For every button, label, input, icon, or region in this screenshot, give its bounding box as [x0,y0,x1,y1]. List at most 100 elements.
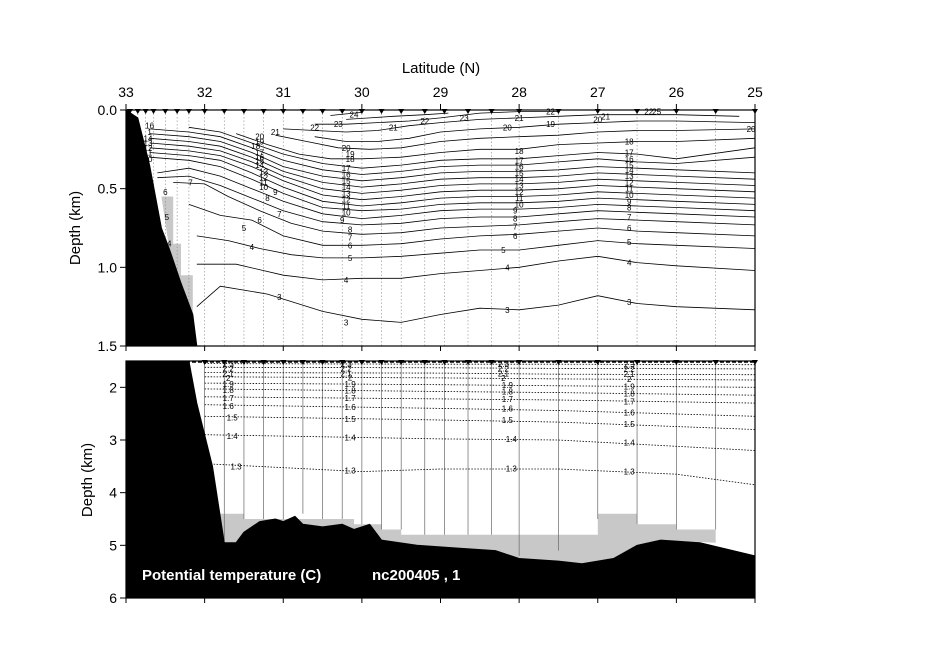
lower-contour-label: 2.3 [223,360,235,369]
lower-contour-label: 1.9 [502,381,514,390]
upper-contour-label: 13 [144,139,153,148]
lower-contour-label: 1.5 [624,420,636,429]
upper-contour-label: 9 [340,216,345,225]
lower-contour-label: 1.6 [624,409,636,418]
upper-contour-label: 5 [348,254,353,263]
upper-contour-label: 10 [144,155,153,164]
upper-contour-label: 13 [515,182,524,191]
upper-contour-label: 9 [627,197,632,206]
upper-contour-label: 20 [747,125,756,134]
upper-contour-line [149,147,756,201]
upper-contour-label: 4 [627,259,632,268]
lower-contour-label: 1.7 [345,394,357,403]
upper-contour-line [188,126,756,169]
upper-contour-label: 7 [277,210,282,219]
upper-contour-line [235,133,756,160]
lower-y-tick-label: 6 [109,590,117,606]
caption-cruise: nc200405 , 1 [372,567,460,584]
upper-contour-line [314,111,559,125]
lower-y-tick-label: 2 [109,379,117,395]
upper-contour-label: 8 [146,175,151,184]
upper-contour-label: 22 [546,108,555,117]
lower-contour-label: 1.4 [227,432,239,441]
upper-contour-label: 4 [505,263,510,272]
upper-contour-label: 8 [265,194,270,203]
upper-contour-label: 5 [242,224,247,233]
lower-contour-label: 1.9 [223,380,235,389]
upper-contour-label: 21 [389,123,398,132]
upper-contour-label: 9 [273,188,278,197]
lower-contour-label: 1.4 [506,435,518,444]
upper-contour-label: 8 [513,215,518,224]
upper-contour-line [196,285,756,323]
lower-contour-line [204,366,756,370]
lower-contour-label: 2.3 [498,360,510,369]
upper-contour-label: 18 [251,142,260,151]
upper-contour-label: 3 [505,306,510,315]
upper-contour-label: 20 [593,115,602,124]
lower-contour-label: 1.8 [624,390,636,399]
upper-contour-line [314,120,756,142]
upper-contour-label: 12 [259,174,268,183]
upper-contour-label: 6 [627,224,632,233]
lower-contour-label: 2.3 [624,361,636,370]
lower-contour-label: 1.8 [345,386,357,395]
x-tick-label: 26 [669,84,685,100]
upper-contour-label: 3 [277,293,282,302]
lower-contour-label: 2 [348,373,353,382]
lower-y-tick-label: 3 [109,432,117,448]
lower-contour-label: 1.5 [227,413,239,422]
lower-contour-label: 1.7 [502,395,514,404]
lower-contour-label: 2 [501,374,506,383]
upper-contour-label: 18 [346,155,355,164]
x-tick-label: 25 [747,84,763,100]
lower-contour-label: 1.9 [345,380,357,389]
upper-contour-label: 12 [144,144,153,153]
upper-contour-line [157,167,756,220]
upper-contour-line [149,133,756,182]
upper-contour-label: 10 [625,191,634,200]
upper-contour-label: 7 [627,213,632,222]
upper-contour-label: 3 [344,318,349,327]
lower-contour-label: 1.3 [506,464,518,473]
upper-contour-line [346,112,449,120]
upper-contour-label: 20 [255,133,264,142]
upper-contour-label: 5 [501,246,506,255]
upper-contour-label: 14 [144,134,153,143]
upper-contour-label: 22 [420,117,429,126]
upper-contour-label: 10 [259,183,268,192]
upper-contour-label: 21 [601,112,610,121]
upper-contour-label: 16 [145,122,154,131]
upper-contour-label: 13 [342,189,351,198]
upper-contour-label: 21 [271,128,280,137]
upper-contour-label: 11 [144,148,153,157]
upper-contour-label: 16 [515,163,524,172]
x-tick-label: 33 [118,84,134,100]
lower-contour-line [204,372,756,376]
lower-bottom-topography [125,360,756,599]
upper-contour-label: 3 [627,298,632,307]
lower-contour-line [204,463,756,486]
upper-contour-line [149,142,756,194]
lower-contour-label: 2 [226,374,231,383]
lower-contour-label: 2.1 [223,370,235,379]
upper-contour-label: 6 [513,232,518,241]
upper-contour-label: 15 [255,156,264,165]
lower-contour-label: 1.6 [223,402,235,411]
upper-contour-line [196,235,756,259]
upper-contour-label: 25 [652,108,661,117]
upper-contour-label: 6 [348,241,353,250]
upper-contour-label: 7 [348,233,353,242]
lower-contour-line [204,388,756,396]
lower-contour-label: 2.1 [624,370,636,379]
upper-contour-label: 16 [342,171,351,180]
x-tick-label: 30 [354,84,370,100]
upper-contour-label: 18 [515,147,524,156]
upper-contour-line [283,114,740,133]
lower-contour-label: 1.8 [223,386,235,395]
upper-contour-label: 17 [342,164,351,173]
upper-contour-label: 11 [259,178,268,187]
upper-contour-label: 20 [342,144,351,153]
upper-contour-label: 21 [515,114,524,123]
upper-contour-label: 12 [625,178,634,187]
